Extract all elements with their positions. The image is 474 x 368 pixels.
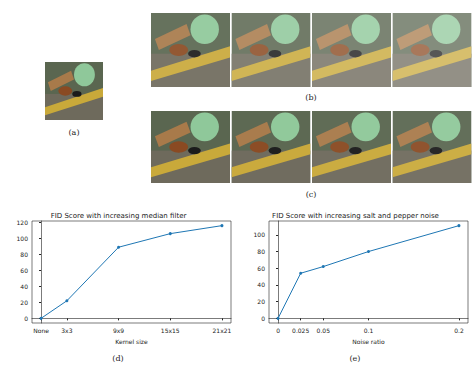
svg-text:0.1: 0.1	[364, 327, 374, 334]
svg-text:FID Score with increasing salt: FID Score with increasing salt and peppe…	[272, 212, 439, 220]
html-text:(e): (e)	[349, 354, 361, 363]
svg-text:100: 100	[254, 231, 266, 238]
svg-text:15x15: 15x15	[161, 327, 180, 334]
svg-text:60: 60	[20, 267, 28, 274]
svg-text:21x21: 21x21	[213, 327, 232, 334]
svg-text:0.2: 0.2	[454, 327, 464, 334]
svg-text:80: 80	[20, 251, 28, 258]
html-text:(d): (d)	[112, 354, 124, 363]
svg-text:40: 40	[20, 283, 28, 290]
svg-text:Kernel size: Kernel size	[115, 338, 148, 345]
svg-text:Noise ratio: Noise ratio	[352, 338, 385, 345]
svg-text:3x3: 3x3	[61, 327, 72, 334]
svg-text:0: 0	[276, 327, 280, 334]
svg-text:FID Score with increasing medi: FID Score with increasing median filter	[51, 212, 187, 220]
svg-text:0: 0	[261, 315, 265, 322]
svg-text:20: 20	[20, 299, 28, 306]
svg-text:20: 20	[257, 298, 265, 305]
svg-text:0.025: 0.025	[292, 327, 309, 334]
html-text:(b): (b)	[305, 93, 317, 102]
html-text:(a): (a)	[68, 128, 80, 137]
svg-text:0: 0	[24, 315, 28, 322]
html-text:(c): (c)	[305, 190, 317, 199]
svg-text:60: 60	[257, 265, 265, 272]
svg-text:100: 100	[17, 235, 29, 242]
svg-text:9x9: 9x9	[113, 327, 124, 334]
svg-text:80: 80	[257, 248, 265, 255]
svg-text:120: 120	[17, 219, 29, 226]
svg-text:40: 40	[257, 281, 265, 288]
svg-text:0.05: 0.05	[317, 327, 331, 334]
svg-text:None: None	[33, 327, 49, 334]
